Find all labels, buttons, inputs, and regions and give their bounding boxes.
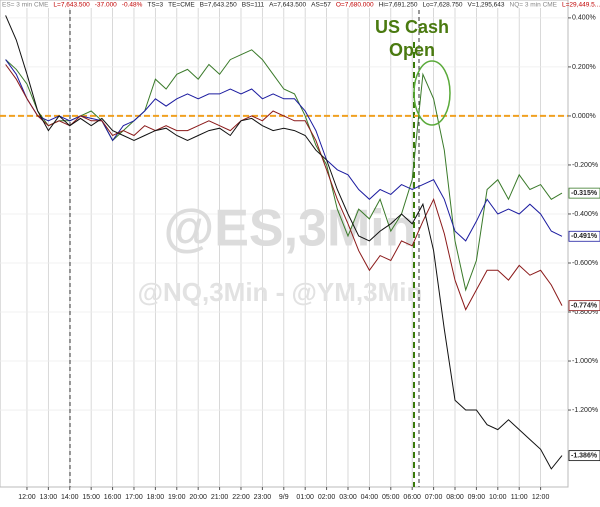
series-line: [5, 15, 563, 470]
annotation: Open: [389, 40, 435, 60]
x-tick-label: 21:00: [211, 494, 229, 501]
watermark-sub: @NQ,3Min - @YM,3Min: [138, 277, 423, 307]
last-value-tag: [568, 300, 600, 312]
y-tick-label: -0.200%: [572, 162, 598, 169]
last-value-label: -0.491%: [571, 233, 598, 240]
x-tick-label: 23:00: [254, 494, 272, 501]
header-item: Hi=7,691.250: [379, 2, 418, 9]
y-tick-label: -1.200%: [572, 407, 598, 414]
header-item: V=1,295,643: [467, 2, 504, 9]
last-value-tag: [568, 450, 600, 462]
header-item: Lo=7,628.750: [423, 2, 463, 9]
x-tick-label: 02:00: [318, 494, 336, 501]
x-tick-label: 01:00: [296, 494, 314, 501]
x-tick-label: 15:00: [82, 494, 100, 501]
x-tick-label: 12:00: [18, 494, 36, 501]
x-tick-label: 18:00: [147, 494, 165, 501]
annotation: US Cash: [375, 17, 449, 37]
x-tick-label: 13:00: [40, 494, 58, 501]
y-tick-label: 0.000%: [572, 113, 596, 120]
header-item: ES= 3 min CME: [2, 2, 49, 9]
x-tick-label: 11:00: [511, 494, 528, 501]
watermark: @ES,3Min @NQ,3Min - @YM,3Min: [138, 200, 423, 307]
header-item: TE=CME: [168, 2, 195, 9]
series-line: [5, 59, 563, 242]
x-tick-label: 17:00: [125, 494, 143, 501]
y-tick-label: 0.200%: [572, 64, 596, 71]
header-item: AS=57: [311, 2, 331, 9]
series-lines: [0, 15, 568, 470]
grid: [0, 8, 568, 487]
header-item: L=7,643.500: [53, 2, 90, 9]
highlight-circle: [413, 60, 451, 126]
x-tick-label: 14:00: [61, 494, 79, 501]
series-line: [5, 49, 563, 292]
header-item: A=7,643.500: [269, 2, 306, 9]
x-tick-label: 9/9: [279, 494, 289, 501]
y-tick-label: -0.800%: [572, 309, 598, 316]
x-tick-label: 08:00: [446, 494, 464, 501]
x-tick-label: 09:00: [468, 494, 486, 501]
header-item: L=29,449.5...: [562, 2, 600, 9]
header-item: BS=111: [242, 2, 265, 9]
x-tick-label: 20:00: [189, 494, 207, 501]
header-item: NQ= 3 min CME: [510, 2, 558, 9]
last-value-tag: [568, 187, 600, 199]
x-tick-label: 16:00: [104, 494, 122, 501]
header-item: O=7,680.000: [336, 2, 374, 9]
x-tick-label: 04:00: [361, 494, 379, 501]
last-value-label: -1.386%: [571, 452, 598, 459]
y-tick-label: -0.600%: [572, 260, 598, 267]
y-tick-label: 0.400%: [572, 15, 596, 22]
x-tick-label: 22:00: [232, 494, 250, 501]
y-tick-label: -1.000%: [572, 358, 598, 365]
last-value-label: -0.774%: [571, 302, 598, 309]
x-tick-label: 19:00: [168, 494, 186, 501]
last-value-label: -0.315%: [571, 190, 598, 197]
header-item: -0.48%: [122, 2, 143, 9]
x-tick-label: 06:00: [403, 494, 421, 501]
y-tick-label: -0.400%: [572, 211, 598, 218]
header-item: B=7,643.250: [200, 2, 237, 9]
x-tick-label: 12:00: [532, 494, 550, 501]
x-tick-label: 07:00: [425, 494, 443, 501]
x-tick-label: 10:00: [489, 494, 507, 501]
x-tick-label: 05:00: [382, 494, 400, 501]
header: ES= 3 min CME L=7,643.500 -37.000 -0.48% TS=…: [2, 2, 600, 9]
last-value-tag: [568, 230, 600, 242]
x-tick-label: 03:00: [339, 494, 357, 501]
header-item: -37.000: [95, 2, 117, 9]
axes: 12:00 13:00 14:00 15:00 16:00 17:00 18:00 19:00…: [18, 15, 600, 501]
header-item: TS=3: [147, 2, 163, 9]
watermark-main: @ES,3Min: [164, 200, 417, 258]
